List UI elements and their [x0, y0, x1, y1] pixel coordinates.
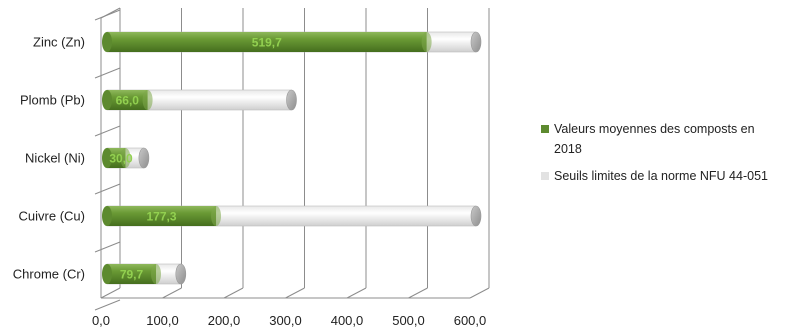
legend: Valeurs moyennes des composts en 2018 Seui… — [541, 122, 768, 183]
bar-value — [107, 206, 217, 226]
bar-value-base — [102, 264, 112, 284]
bars — [102, 31, 482, 285]
data-label: 79,7 — [120, 268, 144, 282]
bar-value — [107, 32, 427, 52]
x-tick-label: 600,0 — [454, 313, 487, 328]
bar-value-cap — [421, 32, 432, 52]
bar-value-base — [102, 32, 112, 52]
bar-threshold-cap — [138, 147, 150, 169]
bar-threshold-cap — [175, 263, 187, 285]
category-separator — [94, 9, 121, 21]
category-label: Cuivre (Cu) — [19, 209, 85, 224]
bar-value — [107, 148, 126, 168]
bar-threshold-cap — [470, 205, 482, 227]
legend-label: 2018 — [554, 142, 582, 156]
gridline-floor — [285, 287, 305, 299]
bar-value-base — [102, 148, 112, 168]
category-separator — [94, 67, 121, 79]
bar-threshold-cap — [286, 89, 297, 111]
gridline-floor — [162, 287, 182, 299]
bar-value-cap — [142, 90, 153, 110]
category-label: Chrome (Cr) — [13, 267, 85, 282]
category-separator — [94, 241, 121, 253]
category-separator — [94, 299, 121, 311]
legend-label: Valeurs moyennes des composts en — [554, 122, 755, 136]
labels: 0,0 100,0 200,0 300,0 400,0 500,0 600,0 519,7 Zi… — [13, 35, 487, 329]
x-tick-label: 0,0 — [92, 313, 110, 328]
x-tick-label: 500,0 — [392, 313, 425, 328]
axes — [94, 7, 470, 311]
legend-label: Seuils limites de la norme NFU 44-051 — [554, 169, 768, 183]
bar-value-cap — [151, 264, 162, 284]
bar-value-cap — [211, 206, 222, 226]
category-separator — [94, 125, 121, 137]
legend-swatch — [541, 125, 549, 133]
bar-value — [107, 264, 157, 284]
bar-threshold-cap — [470, 31, 482, 53]
x-tick-label: 200,0 — [208, 313, 241, 328]
bar-value — [107, 90, 148, 110]
gridline-floor — [469, 287, 490, 299]
bar-value-base — [102, 206, 112, 226]
bar-value-cap — [120, 148, 131, 168]
bar-value-base — [102, 90, 112, 110]
category-label: Plomb (Pb) — [20, 93, 85, 108]
gridline-floor — [223, 287, 244, 299]
category-separator — [94, 183, 121, 195]
category-label: Nickel (Ni) — [25, 151, 85, 166]
legend-swatch — [541, 172, 549, 180]
gridline-floor — [100, 287, 121, 299]
data-label: 30,0 — [109, 152, 133, 166]
x-tick-label: 300,0 — [269, 313, 302, 328]
gridline-floor — [346, 287, 367, 299]
data-label: 66,0 — [116, 94, 140, 108]
gridline-floor — [408, 287, 428, 299]
data-label: 519,7 — [252, 36, 282, 50]
x-tick-label: 400,0 — [331, 313, 364, 328]
x-tick-label: 100,0 — [146, 313, 179, 328]
gridlines — [100, 8, 490, 299]
data-label: 177,3 — [147, 210, 177, 224]
category-label: Zinc (Zn) — [33, 35, 85, 50]
